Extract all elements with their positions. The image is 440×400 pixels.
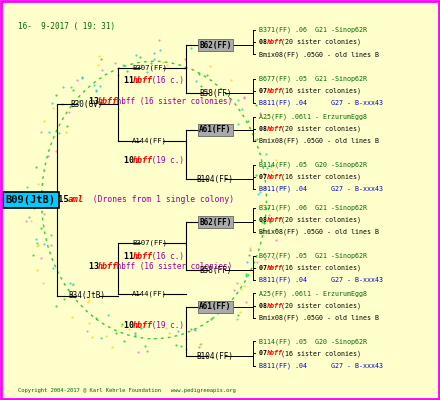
Text: 10: 10 bbox=[124, 321, 139, 330]
Text: 08: 08 bbox=[259, 39, 271, 45]
Text: aml: aml bbox=[67, 196, 84, 204]
Text: B104(FF): B104(FF) bbox=[197, 175, 234, 184]
Text: B811(FF) .04      G27 - B-xxx43: B811(FF) .04 G27 - B-xxx43 bbox=[259, 186, 383, 192]
Text: A144(FF): A144(FF) bbox=[132, 291, 167, 297]
Text: Bmix08(FF) .05G0 - old lines B: Bmix08(FF) .05G0 - old lines B bbox=[259, 229, 379, 236]
Text: (20 sister colonies): (20 sister colonies) bbox=[277, 126, 360, 132]
Text: B30(GV): B30(GV) bbox=[71, 100, 103, 109]
Text: B104(FF): B104(FF) bbox=[197, 352, 234, 361]
Text: Bmix08(FF) .05G0 - old lines B: Bmix08(FF) .05G0 - old lines B bbox=[259, 51, 379, 58]
Text: hbff: hbff bbox=[267, 174, 282, 180]
Text: 10: 10 bbox=[124, 156, 139, 165]
Text: A25(FF) .06l1 - ErzurumEgg8: A25(FF) .06l1 - ErzurumEgg8 bbox=[259, 114, 367, 120]
Text: 08: 08 bbox=[259, 126, 271, 132]
Text: B114(FF) .05  G20 -Sinop62R: B114(FF) .05 G20 -Sinop62R bbox=[259, 338, 367, 344]
Text: 16-  9-2017 ( 19: 31): 16- 9-2017 ( 19: 31) bbox=[18, 22, 115, 31]
Text: 11: 11 bbox=[124, 252, 139, 261]
Text: hbff: hbff bbox=[267, 302, 282, 308]
Text: hbff: hbff bbox=[132, 252, 152, 261]
Text: B58(FF): B58(FF) bbox=[199, 266, 231, 275]
Text: (16 sister colonies): (16 sister colonies) bbox=[277, 265, 360, 271]
Text: A144(FF): A144(FF) bbox=[132, 138, 167, 144]
Text: (20 sister colonies): (20 sister colonies) bbox=[277, 39, 360, 45]
Text: (16 sister colonies): (16 sister colonies) bbox=[277, 87, 360, 94]
Text: B62(FF): B62(FF) bbox=[199, 41, 231, 50]
Text: hbff: hbff bbox=[267, 265, 282, 271]
Text: 07: 07 bbox=[259, 174, 271, 180]
Text: B307(FF): B307(FF) bbox=[132, 240, 167, 246]
Text: hbff: hbff bbox=[267, 126, 282, 132]
Text: B114(FF) .05  G20 -Sinop62R: B114(FF) .05 G20 -Sinop62R bbox=[259, 162, 367, 168]
Text: (Drones from 1 single colony): (Drones from 1 single colony) bbox=[84, 196, 235, 204]
Text: B811(FF) .04      G27 - B-xxx43: B811(FF) .04 G27 - B-xxx43 bbox=[259, 277, 383, 283]
Text: 11: 11 bbox=[124, 76, 139, 85]
Text: Copyright 2004-2017 @ Karl Kehrle Foundation   www.pedigreeapis.org: Copyright 2004-2017 @ Karl Kehrle Founda… bbox=[18, 388, 235, 393]
Text: hbff: hbff bbox=[132, 321, 152, 330]
Text: B62(FF): B62(FF) bbox=[199, 218, 231, 227]
Text: hbff: hbff bbox=[98, 97, 118, 106]
Text: B371(FF) .06  G21 -Sinop62R: B371(FF) .06 G21 -Sinop62R bbox=[259, 205, 367, 211]
Text: Bmix08(FF) .05G0 - old lines B: Bmix08(FF) .05G0 - old lines B bbox=[259, 314, 379, 321]
Text: B677(FF) .05  G21 -Sinop62R: B677(FF) .05 G21 -Sinop62R bbox=[259, 252, 367, 259]
Text: B34(JtB): B34(JtB) bbox=[69, 291, 106, 300]
Text: hbff: hbff bbox=[267, 39, 282, 45]
Text: 13: 13 bbox=[89, 97, 104, 106]
Text: (16 sister colonies): (16 sister colonies) bbox=[277, 350, 360, 357]
Text: B811(FF) .04      G27 - B-xxx43: B811(FF) .04 G27 - B-xxx43 bbox=[259, 362, 383, 369]
Text: (16 c.): (16 c.) bbox=[147, 76, 183, 85]
Text: hbff (16 sister colonies): hbff (16 sister colonies) bbox=[112, 262, 232, 272]
Text: hbff: hbff bbox=[132, 156, 152, 165]
Text: A25(FF) .06l1 - ErzurumEgg8: A25(FF) .06l1 - ErzurumEgg8 bbox=[259, 290, 367, 297]
Text: 07: 07 bbox=[259, 88, 271, 94]
Text: 08: 08 bbox=[259, 217, 271, 223]
Text: (16 c.): (16 c.) bbox=[147, 252, 183, 261]
Text: B677(FF) .05  G21 -Sinop62R: B677(FF) .05 G21 -Sinop62R bbox=[259, 75, 367, 82]
Text: hbff: hbff bbox=[267, 350, 282, 356]
Text: (16 sister colonies): (16 sister colonies) bbox=[277, 174, 360, 180]
Text: (20 sister colonies): (20 sister colonies) bbox=[277, 302, 360, 309]
Text: Bmix08(FF) .05G0 - old lines B: Bmix08(FF) .05G0 - old lines B bbox=[259, 138, 379, 144]
Text: B307(FF): B307(FF) bbox=[132, 64, 167, 71]
Text: hbff (16 sister colonies): hbff (16 sister colonies) bbox=[112, 97, 232, 106]
Text: (20 sister colonies): (20 sister colonies) bbox=[277, 217, 360, 223]
Text: hbff: hbff bbox=[267, 88, 282, 94]
Text: 07: 07 bbox=[259, 265, 271, 271]
Text: B371(FF) .06  G21 -Sinop62R: B371(FF) .06 G21 -Sinop62R bbox=[259, 27, 367, 33]
Text: 08: 08 bbox=[259, 302, 271, 308]
Text: hbff: hbff bbox=[98, 262, 118, 272]
Text: hbff: hbff bbox=[132, 76, 152, 85]
Text: A61(FF): A61(FF) bbox=[199, 125, 231, 134]
Text: (19 c.): (19 c.) bbox=[147, 321, 183, 330]
Text: B811(FF) .04      G27 - B-xxx43: B811(FF) .04 G27 - B-xxx43 bbox=[259, 100, 383, 106]
Text: B58(FF): B58(FF) bbox=[199, 89, 231, 98]
Text: hbff: hbff bbox=[267, 217, 282, 223]
Text: 15: 15 bbox=[58, 196, 74, 204]
Text: B09(JtB): B09(JtB) bbox=[6, 195, 56, 205]
Text: A61(FF): A61(FF) bbox=[199, 302, 231, 311]
Text: 07: 07 bbox=[259, 350, 271, 356]
Text: 13: 13 bbox=[89, 262, 104, 272]
Text: (19 c.): (19 c.) bbox=[147, 156, 183, 165]
